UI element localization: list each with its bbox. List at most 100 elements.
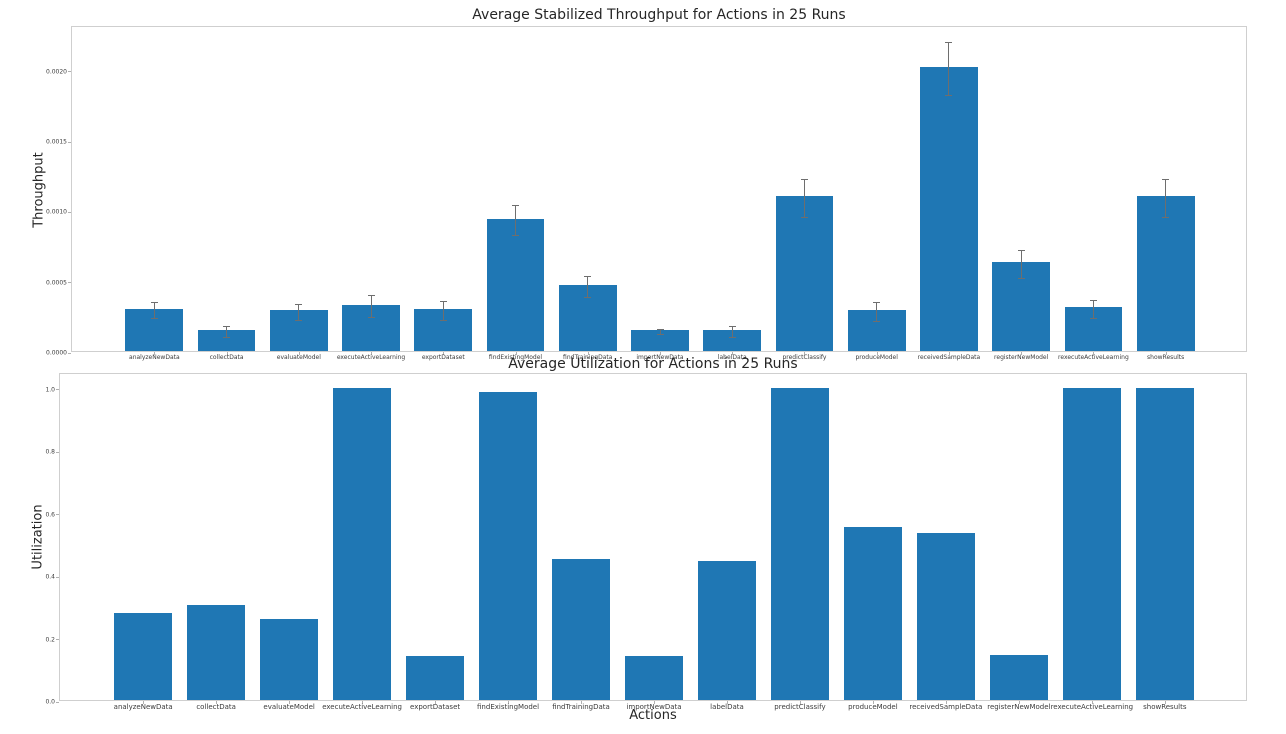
x-tick-label: showResults (1143, 703, 1187, 711)
error-bar (659, 329, 661, 335)
x-tick-mark (435, 701, 437, 704)
y-tick-mark (56, 576, 59, 578)
x-tick-mark (1165, 352, 1167, 355)
x-tick-label: receivedSampleData (917, 354, 981, 361)
bar (1062, 387, 1122, 700)
bar (197, 329, 256, 351)
error-bar-cap (656, 329, 664, 331)
error-bar-cap (512, 235, 520, 237)
y-tick-label: 0.8 (45, 448, 55, 456)
x-tick-label: registerNewModel (987, 703, 1051, 711)
bar (770, 387, 830, 700)
x-tick-label: collectData (209, 354, 244, 361)
x-tick-label: predictClassify (774, 703, 826, 711)
x-tick-label: rexecuteActiveLearning (1058, 354, 1129, 361)
error-bar-cap (584, 275, 592, 277)
bar (843, 526, 903, 700)
x-tick-label: collectData (196, 703, 236, 711)
x-tick-label: evaluateModel (263, 703, 315, 711)
x-tick-mark (1018, 701, 1020, 704)
y-tick-mark (56, 451, 59, 453)
x-tick-label: executeActiveLearning (322, 703, 402, 711)
x-tick-mark (154, 352, 156, 355)
error-bar (515, 205, 517, 237)
bar (405, 656, 465, 700)
chart-title: Average Utilization for Actions in 25 Ru… (508, 356, 798, 372)
x-tick-label: analyzeNewData (129, 354, 180, 361)
plot-area: 0.0000 0.0005 0.0010 0.0015 0.0020 analyzeNew… (46, 26, 1247, 361)
x-tick-label: exportDataset (410, 703, 461, 711)
x-tick-mark (289, 701, 291, 704)
x-tick-mark (515, 352, 517, 355)
x-tick-label: findExistingModel (488, 354, 543, 361)
bar (920, 67, 978, 351)
y-axis-label: Throughput (31, 152, 47, 228)
x-tick-label: findTrainingData (552, 703, 610, 711)
y-tick-mark (56, 389, 59, 391)
error-bar-cap (1017, 250, 1025, 252)
error-bar-cap (945, 42, 953, 44)
y-tick-mark (56, 639, 59, 641)
error-bar-cap (439, 319, 447, 321)
x-axis-label: Actions (629, 708, 677, 723)
x-tick-mark (1164, 701, 1166, 704)
error-bar-cap (295, 319, 303, 321)
error-bar (298, 303, 300, 321)
error-bar-cap (512, 205, 520, 207)
error-bar-cap (150, 318, 158, 320)
error-bar (226, 326, 228, 338)
error-bar-cap (873, 321, 881, 323)
x-tick-mark (226, 352, 228, 355)
y-tick-mark (68, 352, 71, 354)
error-bar-cap (223, 336, 231, 338)
y-tick-label: 0.0000 (46, 349, 67, 357)
x-tick-label: labelData (717, 354, 747, 361)
x-tick-mark (945, 701, 947, 704)
x-tick-label: showResults (1147, 354, 1185, 361)
error-bar-cap (1089, 299, 1097, 301)
x-tick-mark (872, 701, 874, 704)
x-tick-label: analyzeNewData (113, 703, 173, 711)
error-bar-cap (1162, 217, 1170, 219)
y-tick-label: 0.0 (45, 698, 55, 706)
bar (775, 196, 834, 351)
error-bar-cap (223, 326, 231, 328)
error-bar (587, 275, 589, 299)
x-tick-mark (443, 352, 445, 355)
bar (332, 387, 392, 700)
error-bar (876, 302, 878, 323)
x-tick-mark (660, 352, 661, 355)
x-tick-mark (1091, 701, 1093, 704)
x-tick-label: findExistingModel (477, 703, 540, 711)
x-tick-mark (143, 701, 145, 704)
x-tick-label: labelData (710, 703, 744, 711)
x-tick-label: importNewData (626, 703, 682, 711)
y-tick-mark (68, 71, 71, 73)
x-tick-mark (508, 701, 510, 704)
bar (703, 329, 762, 351)
y-tick-label: 0.0015 (46, 138, 67, 146)
error-bar-cap (1089, 318, 1097, 320)
error-bar (1092, 299, 1094, 320)
error-bar-cap (728, 326, 736, 328)
y-tick-label: 1.0 (45, 386, 55, 394)
error-bar-cap (584, 297, 592, 299)
bar (551, 559, 611, 700)
x-tick-mark (732, 352, 734, 355)
bar (989, 654, 1049, 700)
bar (697, 561, 757, 700)
bar (186, 604, 246, 700)
x-tick-mark (581, 701, 583, 704)
bar (259, 618, 319, 700)
y-tick-label: 0.0005 (46, 279, 67, 287)
error-bar-cap (439, 301, 447, 302)
y-tick-mark (56, 701, 59, 703)
bar (624, 656, 684, 700)
x-tick-mark (587, 352, 589, 355)
error-bar-cap (728, 336, 736, 338)
x-tick-mark (216, 701, 218, 704)
y-tick-mark (68, 282, 71, 284)
x-tick-label: findTrainingData (563, 354, 613, 361)
y-tick-label: 0.0020 (46, 68, 67, 76)
